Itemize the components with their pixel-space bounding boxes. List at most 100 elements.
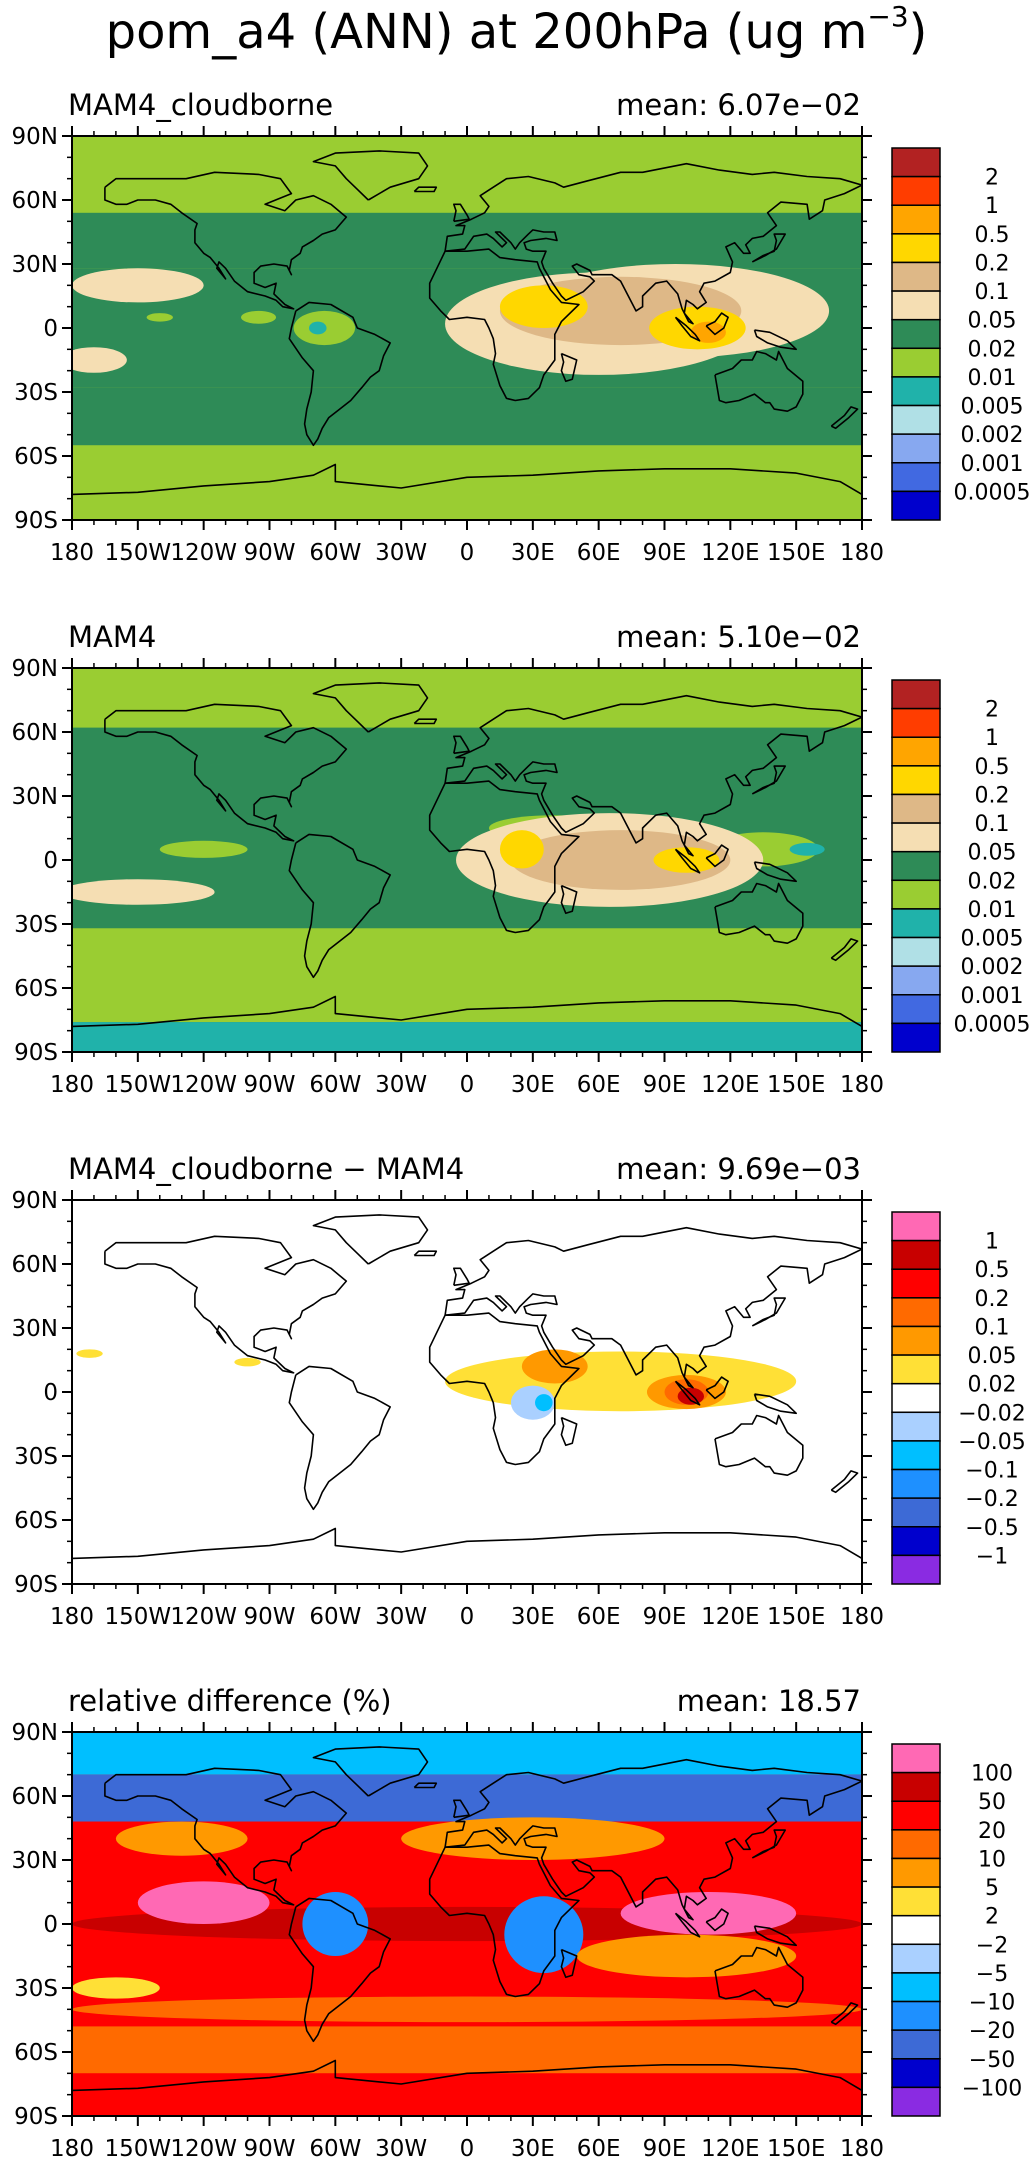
colorbar-swatch: [891, 965, 941, 996]
coastline: [453, 1799, 470, 1819]
colorbar-label: −0.1: [965, 1459, 1018, 1484]
lat-tick-label: 30S: [14, 1976, 58, 2002]
colorbar-swatch: [891, 1771, 941, 1802]
colorbar-label: 5: [985, 1876, 999, 1901]
colorbar-label: 0.005: [961, 395, 1024, 420]
contour-region: [234, 1357, 261, 1367]
colorbar: 100 50 20 10 5 2 −2 −5 −10 −20 −50 −100: [891, 1743, 1022, 2117]
contour-band: [72, 1022, 862, 1052]
contour-band: [72, 387, 862, 446]
panel-mean: mean: 18.57: [676, 1684, 861, 1718]
coastline: [753, 1393, 797, 1415]
lon-tick-label: 180: [50, 1072, 94, 1098]
figure-title: pom_a4 (ANN) at 200hPa (ug m−3): [105, 0, 928, 61]
contour-region: [576, 1934, 797, 1978]
contour-band: [72, 668, 862, 728]
lon-tick-label: 60E: [577, 1604, 621, 1630]
colorbar-label: 0.1: [975, 812, 1010, 837]
coastline: [453, 735, 470, 755]
lat-tick-label: 0: [43, 316, 58, 342]
coastline: [312, 682, 429, 733]
coastlines: [72, 150, 862, 496]
colorbar-label: 0.5: [975, 1258, 1010, 1283]
lon-tick-label: 120E: [701, 1072, 759, 1098]
coastline: [830, 2002, 859, 2026]
colorbar-swatch: [891, 318, 941, 350]
lat-tick-label: 30S: [14, 380, 58, 406]
colorbar-swatch: [891, 404, 941, 435]
contour-region: [521, 1349, 588, 1384]
coastline: [104, 1767, 348, 1906]
contour-region: [72, 268, 204, 303]
coastline: [705, 312, 729, 336]
lat-tick-label: 60S: [14, 1508, 58, 1534]
lon-tick-label: 120E: [701, 1604, 759, 1630]
contour-region: [72, 1996, 862, 2023]
colorbar-swatch: [891, 994, 941, 1025]
coastline: [560, 352, 578, 383]
coastline: [751, 1829, 786, 1859]
colorbar-swatch: [891, 175, 941, 206]
colorbar-label: 2: [985, 698, 999, 723]
colorbar-label: 1: [985, 726, 999, 751]
contour-region: [115, 1821, 248, 1856]
lon-tick-label: 0: [460, 1604, 475, 1630]
lat-tick-label: 90N: [12, 1188, 58, 1214]
coastline: [830, 938, 859, 962]
colorbar-swatch: [891, 1972, 941, 2003]
colorbar-swatch: [891, 2086, 941, 2117]
colorbar-swatch: [891, 462, 941, 493]
lat-tick-label: 30S: [14, 1444, 58, 1470]
colorbar-label: 0.05: [968, 841, 1017, 866]
map-panel-difference: 90N 60N 30N 0 30S 60S 90S 180 150W 120W 90W 60W 30W 0…: [0, 1144, 1033, 1664]
map-svg: 90N 60N 30N 0 30S 60S 90S 180 150W 120W 90W 60W 30W 0…: [12, 1720, 1023, 2162]
colorbar-label: 0.005: [961, 927, 1024, 952]
coastline: [428, 1312, 580, 1466]
coastline: [714, 882, 804, 944]
lon-tick-label: 90W: [243, 1604, 295, 1630]
coastline: [413, 1782, 438, 1789]
contour-region: [240, 310, 277, 324]
colorbar-label: −0.5: [965, 1516, 1018, 1541]
coastline: [104, 1235, 348, 1374]
colorbar-swatch: [891, 1554, 941, 1585]
lat-tick-label: 60S: [14, 444, 58, 470]
lon-tick-label: 0: [460, 2136, 475, 2162]
colorbar-swatch: [891, 1914, 941, 1946]
coastline: [714, 350, 804, 412]
coastline: [104, 171, 348, 310]
colorbar-swatch: [891, 1800, 941, 1831]
colorbar-label: 0.02: [968, 869, 1017, 894]
panel-mean: mean: 6.07e−02: [616, 88, 861, 122]
colorbar-label: 0.1: [975, 280, 1010, 305]
colorbar-swatch: [891, 1829, 941, 1860]
lon-tick-label: 180: [50, 1604, 94, 1630]
contour-region: [789, 842, 825, 856]
colorbar-swatch: [891, 1022, 941, 1053]
lon-tick-label: 150W: [105, 1072, 172, 1098]
colorbar-swatch: [891, 2029, 941, 2060]
colorbar-swatch: [891, 1382, 941, 1414]
colorbar-swatch: [891, 822, 941, 853]
coastline: [705, 844, 729, 868]
contour-region: [510, 830, 731, 890]
lon-tick-label: 120E: [701, 540, 759, 566]
coastline: [288, 833, 391, 979]
lat-tick-label: 90S: [14, 508, 58, 534]
colorbar-swatch: [891, 1268, 941, 1299]
colorbar: 2 1 0.5 0.2 0.1 0.05 0.02 0.01 0.005 0.002 0.001 0.…: [891, 679, 1031, 1053]
coastline: [428, 780, 580, 934]
colorbar-label: −0.2: [965, 1487, 1018, 1512]
contour-field: [72, 136, 862, 520]
contour-band: [72, 1732, 862, 1775]
colorbar-swatch: [891, 233, 941, 264]
colorbar-label: 0.0005: [954, 1012, 1031, 1037]
lon-tick-label: 60E: [577, 540, 621, 566]
lon-tick-label: 150E: [767, 2136, 825, 2162]
colorbar-swatch: [891, 1297, 941, 1328]
lon-tick-label: 120W: [170, 1604, 237, 1630]
panel-title: MAM4_cloudborne − MAM4: [68, 1152, 465, 1186]
colorbar-label: −5: [976, 1962, 1008, 1987]
coastlines: [72, 1214, 862, 1560]
colorbar-swatch: [891, 1526, 941, 1557]
